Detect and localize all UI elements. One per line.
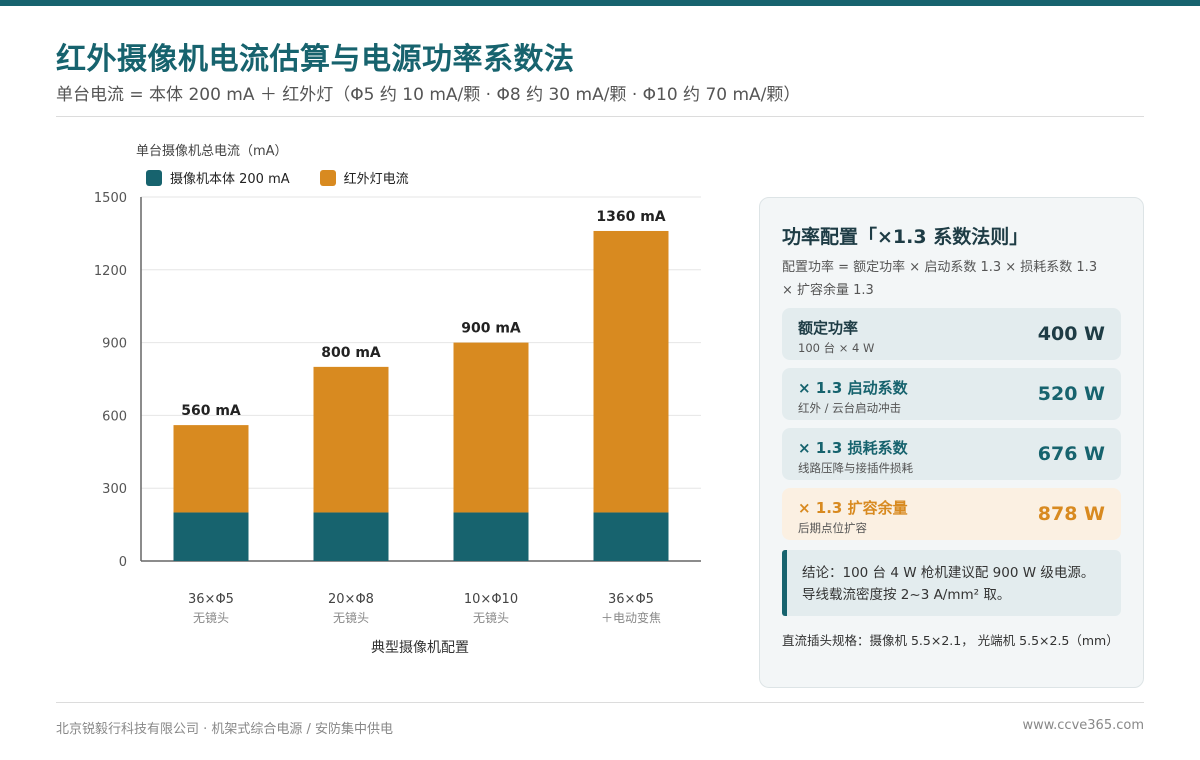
x-tick-note: 无镜头	[333, 610, 369, 625]
y-axis-title: 单台摄像机总电流（mA）	[136, 144, 288, 159]
legend-label-ir: 红外灯电流	[343, 172, 409, 187]
bar-segment-body	[313, 512, 389, 561]
y-tick-label: 1200	[94, 264, 127, 279]
bar-segment-ir	[593, 230, 669, 513]
y-tick-label: 1500	[94, 191, 127, 206]
legend-swatch-body	[146, 169, 162, 186]
footer-website: www.ccve365.com	[1022, 718, 1144, 733]
step-note: 100 台 × 4 W	[798, 341, 875, 355]
step-loss-factor: × 1.3 损耗系数 线路压降与接插件损耗 676 W	[782, 428, 1121, 480]
x-tick-note: ＋电动变焦	[601, 610, 661, 625]
y-tick-label: 600	[102, 409, 127, 424]
bar-segment-body	[173, 512, 249, 561]
step-label: × 1.3 扩容余量	[798, 499, 908, 517]
step-rated-power: 额定功率 100 台 × 4 W 400 W	[782, 308, 1121, 360]
step-note: 红外 / 云台启动冲击	[798, 401, 902, 415]
x-axis-title: 典型摄像机配置	[371, 640, 469, 656]
x-tick-label: 36×Φ5	[608, 592, 654, 607]
footer-divider	[56, 702, 1144, 703]
conclusion-accent-bar	[782, 550, 787, 616]
panel-title: 功率配置「×1.3 系数法则」	[782, 226, 1029, 248]
y-tick-label: 900	[102, 337, 127, 352]
bar-segment-ir	[173, 425, 249, 513]
x-tick-note: 无镜头	[193, 610, 229, 625]
x-tick-label: 10×Φ10	[464, 592, 518, 607]
conclusion-box: 结论：100 台 4 W 枪机建议配 900 W 级电源。导线载流密度按 2~3…	[782, 550, 1121, 616]
step-expansion-margin: × 1.3 扩容余量 后期点位扩容 878 W	[782, 488, 1121, 540]
panel-formula: 配置功率 = 额定功率 × 启动系数 1.3 × 损耗系数 1.3 × 扩容余量…	[782, 260, 1098, 298]
step-value: 878 W	[1037, 503, 1105, 525]
x-tick-note: 无镜头	[473, 610, 509, 625]
bar-total-label: 900 mA	[461, 321, 521, 337]
legend-item-body: 摄像机本体 200 mA	[146, 168, 290, 187]
footer-company: 北京锐毅行科技有限公司 · 机架式综合电源 / 安防集中供电	[56, 722, 394, 737]
bar-total-label: 560 mA	[181, 403, 241, 419]
bar-segment-ir	[453, 342, 529, 513]
stacked-bar-chart: 0 300 600 900 1200 1500 560 mA 36×Φ5 无镜头 800 mA 20…	[94, 191, 701, 625]
x-tick-label: 36×Φ5	[188, 592, 234, 607]
plug-spec-note: 直流插头规格：摄像机 5.5×2.1， 光端机 5.5×2.5（mm）	[782, 633, 1119, 648]
header-divider	[56, 116, 1144, 117]
bar-total-label: 1360 mA	[596, 209, 665, 225]
bar-total-label: 800 mA	[321, 345, 381, 361]
step-value: 520 W	[1037, 383, 1105, 405]
step-label: × 1.3 损耗系数	[798, 439, 908, 457]
step-label: 额定功率	[798, 319, 859, 337]
bar-segment-ir	[313, 366, 389, 513]
conclusion-text: 结论：100 台 4 W 枪机建议配 900 W 级电源。导线载流密度按 2~3…	[802, 565, 1095, 603]
y-tick-label: 0	[119, 555, 127, 570]
y-tick-label: 300	[102, 482, 127, 497]
legend-swatch-ir	[319, 169, 336, 186]
top-accent-bar	[0, 0, 1200, 6]
step-value: 400 W	[1037, 323, 1105, 345]
legend-item-ir: 红外灯电流	[319, 168, 409, 187]
step-value: 676 W	[1037, 443, 1105, 465]
step-label: × 1.3 启动系数	[798, 379, 908, 397]
power-config-panel: 功率配置「×1.3 系数法则」 配置功率 = 额定功率 × 启动系数 1.3 ×…	[759, 197, 1144, 688]
legend-label-body: 摄像机本体 200 mA	[170, 172, 290, 187]
step-note: 线路压降与接插件损耗	[798, 461, 913, 475]
x-tick-label: 20×Φ8	[328, 592, 374, 607]
page-subtitle: 单台电流 = 本体 200 mA ＋ 红外灯（Φ5 约 10 mA/颗 · Φ8…	[56, 85, 801, 105]
bar-segment-body	[453, 512, 529, 561]
step-startup-factor: × 1.3 启动系数 红外 / 云台启动冲击 520 W	[782, 368, 1121, 420]
step-note: 后期点位扩容	[798, 521, 867, 535]
chart-legend: 摄像机本体 200 mA 红外灯电流	[146, 168, 439, 187]
bar-segment-body	[593, 512, 669, 561]
page-title: 红外摄像机电流估算与电源功率系数法	[56, 42, 575, 77]
